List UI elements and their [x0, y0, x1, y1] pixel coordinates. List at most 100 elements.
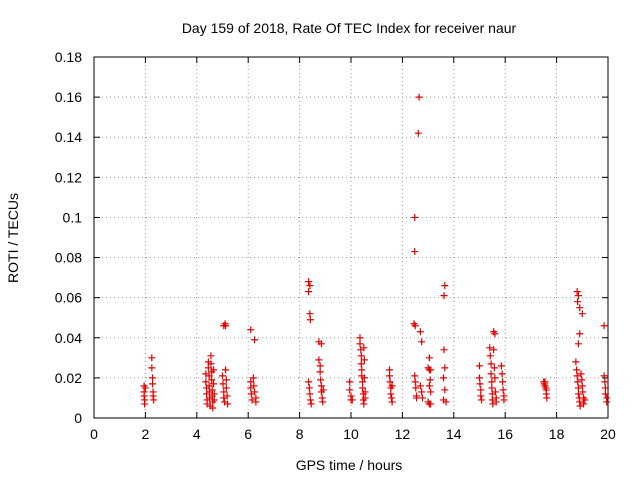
- data-point: [478, 396, 486, 404]
- data-point: [426, 376, 434, 384]
- data-point: [222, 322, 230, 330]
- data-point: [358, 366, 366, 374]
- y-tick-label: 0: [74, 410, 82, 426]
- data-point: [441, 364, 449, 372]
- data-point: [222, 366, 230, 374]
- data-point: [148, 364, 156, 372]
- data-point: [360, 344, 368, 352]
- x-tick-label: 18: [549, 426, 565, 442]
- data-point: [317, 382, 325, 390]
- data-point: [222, 376, 230, 384]
- data-point: [306, 396, 314, 404]
- data-point: [219, 380, 227, 388]
- data-point: [574, 292, 582, 300]
- chart-title: Day 159 of 2018, Rate Of TEC Index for r…: [182, 20, 517, 36]
- y-tick-label: 0.12: [55, 169, 82, 185]
- data-point: [487, 360, 495, 368]
- data-point: [148, 354, 156, 362]
- data-point: [210, 366, 218, 374]
- data-point: [418, 394, 426, 402]
- data-point: [477, 386, 485, 394]
- data-point: [577, 370, 585, 378]
- data-point: [388, 398, 396, 406]
- x-tick-label: 8: [296, 426, 304, 442]
- data-point: [411, 248, 419, 256]
- data-point: [210, 396, 218, 404]
- data-point: [499, 378, 507, 386]
- x-tick-label: 14: [446, 426, 462, 442]
- y-tick-label: 0.06: [55, 290, 82, 306]
- data-point: [386, 366, 394, 374]
- ticks-layer: 0 2 4 6 8 10 12 14 16 18 20 0 0.02 0.04 0.06 0.08 0.1 0.1…: [55, 49, 616, 442]
- data-point: [319, 398, 327, 406]
- data-point: [581, 396, 589, 404]
- data-point: [574, 390, 582, 398]
- data-point: [490, 364, 498, 372]
- data-point: [412, 384, 420, 392]
- data-point: [149, 374, 157, 382]
- data-point: [440, 346, 448, 354]
- data-point: [491, 374, 499, 382]
- data-point: [418, 388, 426, 396]
- data-point: [578, 310, 586, 318]
- data-point: [224, 400, 232, 408]
- data-point: [573, 372, 581, 380]
- data-point: [247, 378, 255, 386]
- data-point: [387, 390, 395, 398]
- data-point: [490, 346, 498, 354]
- data-point: [357, 352, 365, 360]
- y-tick-label: 0.18: [55, 49, 82, 65]
- data-point: [574, 298, 582, 306]
- data-point: [601, 390, 609, 398]
- data-point: [207, 360, 215, 368]
- data-point: [580, 400, 588, 408]
- data-point: [356, 340, 364, 348]
- data-point: [416, 382, 424, 390]
- data-point: [141, 400, 149, 408]
- data-point: [603, 398, 611, 406]
- data-point: [498, 370, 506, 378]
- data-point: [252, 398, 260, 406]
- data-point: [497, 362, 505, 370]
- data-point: [223, 392, 231, 400]
- data-point: [208, 376, 216, 384]
- data-point: [359, 378, 367, 386]
- data-point: [578, 382, 586, 390]
- data-point: [346, 378, 354, 386]
- data-point: [416, 328, 424, 336]
- data-point: [319, 386, 327, 394]
- data-point: [499, 386, 507, 394]
- data-point: [210, 380, 218, 388]
- data-point: [359, 384, 367, 392]
- data-point: [306, 310, 314, 318]
- data-point: [411, 378, 419, 386]
- data-point: [360, 374, 368, 382]
- data-point: [425, 382, 433, 390]
- data-point: [251, 336, 259, 344]
- data-point: [357, 360, 365, 368]
- data-point: [348, 396, 356, 404]
- data-point: [441, 282, 449, 290]
- data-point: [205, 372, 213, 380]
- data-point: [250, 382, 258, 390]
- data-point: [220, 388, 228, 396]
- data-point: [307, 400, 315, 408]
- data-point: [476, 380, 484, 388]
- x-tick-label: 12: [395, 426, 411, 442]
- data-point: [441, 386, 449, 394]
- data-point: [573, 366, 581, 374]
- data-point: [476, 362, 483, 370]
- data-point: [361, 388, 369, 396]
- data-point: [346, 386, 354, 394]
- data-point: [418, 338, 426, 346]
- x-axis-label: GPS time / hours: [296, 457, 403, 473]
- data-point: [248, 396, 256, 404]
- data-point: [543, 394, 551, 402]
- y-tick-label: 0.04: [55, 330, 82, 346]
- data-point: [150, 396, 158, 404]
- data-point: [305, 288, 313, 296]
- data-point: [386, 372, 394, 380]
- data-point: [427, 366, 435, 374]
- data-point: [413, 394, 421, 402]
- data-point: [574, 340, 582, 348]
